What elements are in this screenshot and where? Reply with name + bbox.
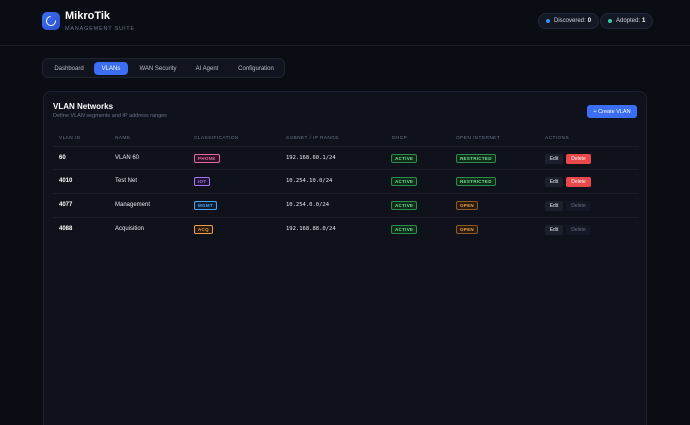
dhcp-status-badge: ACTIVE (391, 201, 418, 210)
header-subnet: SUBNET / IP RANGE (286, 136, 340, 141)
vlan-name: Management (115, 202, 151, 208)
tab-configuration[interactable]: Configuration (238, 65, 274, 72)
classification-badge: IOT (194, 177, 211, 186)
delete-button[interactable]: Delete (566, 225, 591, 235)
vlan-id: 4010 (59, 178, 73, 184)
tab-wan-security[interactable]: WAN Security (139, 65, 177, 72)
vlan-networks-panel: VLAN Networks Define VLAN segments and I… (43, 91, 647, 425)
edit-button[interactable]: Edit (545, 225, 563, 235)
vlan-id: 4077 (59, 202, 73, 208)
internet-status-badge: RESTRICTED (456, 154, 496, 163)
discovered-label: Discovered: (554, 18, 586, 24)
table-row: 4010 Test Net IOT 10.254.10.0/24 ACTIVE … (53, 170, 639, 194)
vlan-name: Acquisition (115, 226, 145, 232)
app-subtitle: MANAGEMENT SUITE (65, 26, 135, 32)
app-title: MikroTik (65, 10, 111, 22)
panel-subtitle: Define VLAN segments and IP address rang… (53, 113, 167, 119)
internet-status-badge: RESTRICTED (456, 177, 496, 186)
table-row: 4077 Management MGMT 10.254.0.0/24 ACTIV… (53, 194, 639, 218)
tab-ai-agent[interactable]: AI Agent (195, 65, 219, 72)
mikrotik-logo-icon (42, 12, 60, 30)
discovered-dot-icon (546, 19, 550, 23)
edit-button[interactable]: Edit (545, 177, 563, 187)
header-classification: CLASSIFICATION (194, 136, 239, 141)
adopted-status-pill[interactable]: Adopted: 1 (600, 13, 654, 29)
adopted-count: 1 (642, 18, 646, 24)
subnet-value: 192.168.88.0/24 (286, 226, 336, 232)
create-vlan-button[interactable]: + Create VLAN (587, 105, 637, 118)
adopted-dot-icon (608, 19, 612, 23)
subnet-value: 10.254.10.0/24 (286, 178, 333, 184)
table-row: 60 VLAN 60 PHONE 192.168.60.1/24 ACTIVE … (53, 146, 639, 170)
edit-button[interactable]: Edit (545, 201, 563, 211)
subnet-value: 10.254.0.0/24 (286, 202, 330, 208)
discovered-count: 0 (587, 18, 592, 24)
panel-title: VLAN Networks (53, 102, 114, 111)
vlan-name: VLAN 60 (115, 155, 140, 161)
adopted-label: Adopted: (616, 18, 641, 24)
delete-button[interactable]: Delete (566, 177, 591, 187)
header-vlan-id: VLAN ID (59, 136, 81, 141)
classification-badge: PHONE (194, 154, 220, 163)
classification-badge: MGMT (194, 201, 217, 210)
main-tabs: Dashboard VLANs WAN Security AI Agent Co… (42, 58, 285, 78)
dhcp-status-badge: ACTIVE (391, 177, 418, 186)
internet-status-badge: OPEN (456, 225, 478, 234)
table-row: 4088 Acquisition ACQ 192.168.88.0/24 ACT… (53, 218, 639, 242)
tab-dashboard[interactable]: Dashboard (54, 65, 84, 72)
tab-vlans[interactable]: VLANs (94, 62, 128, 75)
vlan-id: 4088 (59, 226, 73, 232)
delete-button[interactable]: Delete (566, 201, 591, 211)
dhcp-status-badge: ACTIVE (391, 154, 418, 163)
header-actions: ACTIONS (545, 136, 570, 141)
edit-button[interactable]: Edit (545, 154, 563, 164)
header-name: NAME (115, 136, 131, 141)
dhcp-status-badge: ACTIVE (391, 225, 418, 234)
vlan-name: Test Net (115, 178, 138, 184)
top-header: MikroTik MANAGEMENT SUITE Discovered: 0 … (0, 0, 690, 46)
subnet-value: 192.168.60.1/24 (286, 155, 336, 161)
discovered-status-pill[interactable]: Discovered: 0 (538, 13, 600, 29)
vlan-id: 60 (59, 155, 66, 161)
classification-badge: ACQ (194, 225, 213, 234)
internet-status-badge: OPEN (456, 201, 478, 210)
delete-button[interactable]: Delete (566, 154, 591, 164)
header-dhcp: DHCP (392, 136, 408, 141)
header-open-internet: OPEN INTERNET (456, 136, 501, 141)
